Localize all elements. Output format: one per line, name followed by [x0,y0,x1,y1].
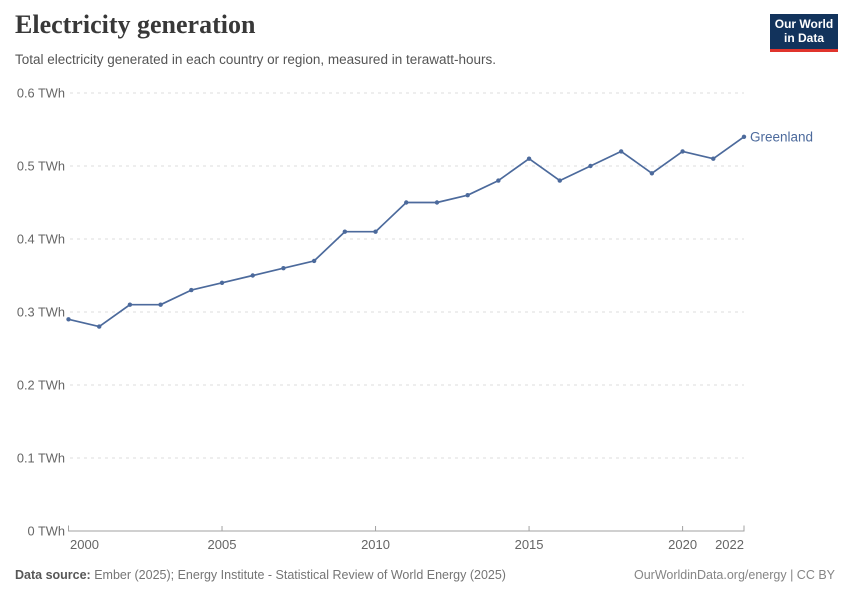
data-point-2001[interactable] [97,324,102,329]
data-source: Data source: Ember (2025); Energy Instit… [15,568,506,582]
data-point-2016[interactable] [557,178,562,183]
data-point-2013[interactable] [465,193,470,198]
x-axis-tick-label: 2015 [515,537,544,552]
data-point-2005[interactable] [219,280,225,285]
data-point-2012[interactable] [434,200,440,205]
data-point-2022[interactable] [741,134,747,139]
data-point-2007[interactable] [281,266,286,271]
data-point-2017[interactable] [588,163,593,169]
data-point-2014[interactable] [496,178,501,183]
y-axis-tick-label: 0.6 TWh [17,86,65,101]
y-axis-tick-label: 0.4 TWh [17,232,65,247]
data-point-2010[interactable] [373,229,378,234]
data-point-2015[interactable] [526,156,532,161]
y-axis-tick-label: 0.5 TWh [17,159,65,174]
data-point-2019[interactable] [649,171,655,176]
x-axis-tick-label: 2022 [715,537,744,552]
y-axis-tick-label: 0.1 TWh [17,451,65,466]
x-axis-tick-label: 2010 [361,537,390,552]
data-point-2000[interactable] [66,317,71,322]
data-source-text: Ember (2025); Energy Institute - Statist… [90,568,506,582]
footer-link[interactable]: OurWorldinData.org/energy | CC BY [633,568,835,582]
data-point-2020[interactable] [680,149,685,154]
x-axis-tick-label: 2000 [70,537,99,552]
owid-logo[interactable]: Our World in Data [770,14,838,52]
page-subtitle: Total electricity generated in each coun… [15,52,496,67]
y-axis-tick-label: 0.2 TWh [17,378,65,393]
x-axis-tick-label: 2005 [208,537,237,552]
data-point-2009[interactable] [342,229,348,234]
data-point-2006[interactable] [250,273,255,278]
page-title: Electricity generation [15,10,256,39]
data-point-2018[interactable] [618,149,624,154]
data-point-2002[interactable] [127,302,133,307]
data-point-2021[interactable] [711,156,716,161]
data-point-2003[interactable] [158,302,163,307]
x-axis-line [68,525,745,532]
data-point-2004[interactable] [189,287,194,293]
series-label-greenland[interactable]: Greenland [750,129,813,144]
data-source-label: Data source: [15,568,91,582]
data-point-2008[interactable] [311,258,317,264]
logo-text-line1: Our World [774,17,834,31]
series-line-greenland[interactable] [68,136,745,328]
y-axis-tick-label: 0.3 TWh [17,305,65,320]
x-axis-tick-label: 2020 [668,537,697,552]
logo-text-line2: in Data [783,30,824,45]
data-point-2011[interactable] [404,200,409,205]
y-axis-tick-label: 0 TWh [28,524,65,539]
